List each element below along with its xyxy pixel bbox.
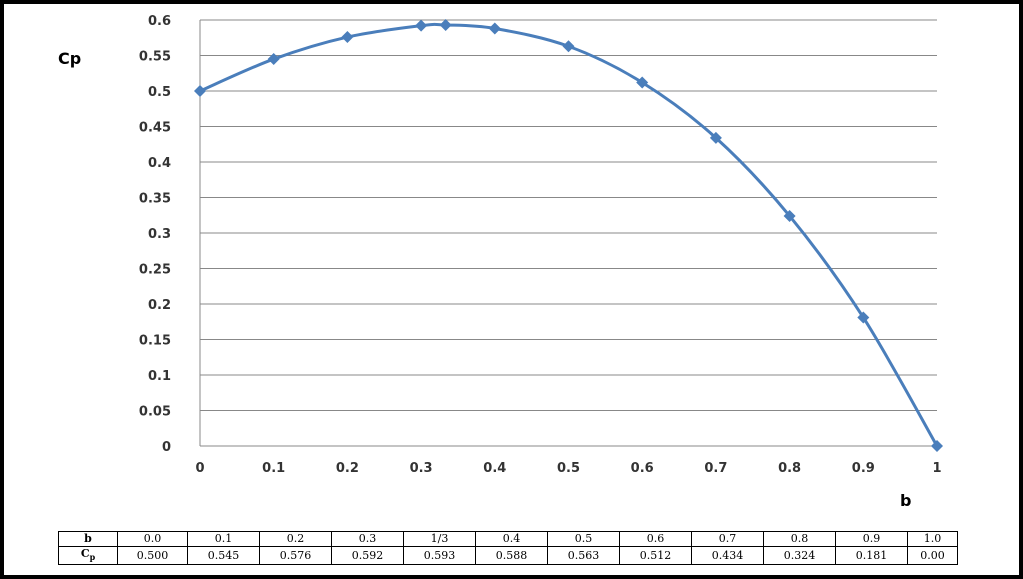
y-tick-label: 0.6 [148,14,171,29]
y-tick-label: 0.5 [148,85,171,100]
table-cell-b: 0.3 [331,531,404,547]
x-tick-label: 0.8 [778,461,801,476]
table-cell-cp: 0.588 [475,545,548,566]
table-cell-b: 1/3 [403,531,476,547]
table-cell-b: 0.5 [547,531,620,547]
table-cell-cp: 0.593 [403,545,476,566]
y-tick-label: 0.4 [148,156,171,171]
table-cell-cp: 0.434 [691,545,764,566]
table-cell-cp: 0.512 [619,545,692,566]
values-table: b 0.0 0.1 0.2 0.3 1/3 0.4 0.5 0.6 0.7 0.8 0.9 1.0 C… [58,531,958,566]
series-line [199,22,939,447]
y-tick-label: 0.2 [148,298,171,313]
x-tick-label: 0 [195,461,204,476]
table-cell-b: 0.6 [619,531,692,547]
y-tick-label: 0.1 [148,369,171,384]
table-cell-cp: 0.592 [331,545,404,566]
data-point-marker [341,31,354,44]
table-cell-b: 0.0 [117,531,188,547]
table-cell-cp: 0.500 [117,545,188,566]
y-axis-title: Cp [58,49,81,68]
table-cell-cp: 0.563 [547,545,620,566]
x-tick-label: 0.5 [557,461,580,476]
x-tick-label: 0.9 [852,461,875,476]
data-point-marker [488,22,501,35]
y-tick-label: 0 [162,440,171,455]
x-tick-label: 0.2 [336,461,359,476]
y-tick-label: 0.15 [139,334,171,349]
row-header-b: b [58,531,118,547]
table-cell-cp: 0.324 [763,545,836,566]
data-point-marker [562,40,575,53]
y-tick-label: 0.55 [139,50,171,65]
x-tick-label: 1 [932,461,941,476]
data-point-marker [709,131,722,144]
data-point-marker [636,76,649,89]
data-point-marker [783,209,796,222]
table-cell-b: 0.8 [763,531,836,547]
table-cell-cp: 0.545 [187,545,260,566]
x-tick-label: 0.1 [262,461,285,476]
x-tick-label: 0.3 [410,461,433,476]
data-markers [194,18,943,452]
gridlines [199,19,937,447]
x-tick-label: 0.6 [631,461,654,476]
y-tick-label: 0.25 [139,263,171,278]
table-cell-b: 1.0 [907,531,958,547]
y-tick-label: 0.45 [139,121,171,136]
data-point-marker [439,18,452,31]
table-cell-cp: 0.181 [835,545,908,566]
row-header-cp-sub: p [89,552,96,563]
table-cell-b: 0.2 [259,531,332,547]
x-tick-label: 0.4 [483,461,506,476]
y-tick-labels: 0 0.05 0.1 0.15 0.2 0.25 0.3 0.35 0.4 0.45 0.5 0.55… [139,14,171,455]
table-cell-b: 0.1 [187,531,260,547]
data-point-marker [415,19,428,32]
data-point-marker [267,53,280,66]
y-tick-label: 0.3 [148,227,171,242]
table-cell-b: 0.7 [691,531,764,547]
table-cell-cp: 0.576 [259,545,332,566]
data-point-marker [857,311,870,324]
y-tick-label: 0.05 [139,405,171,420]
table-row-cp: Cp 0.500 0.545 0.576 0.592 0.593 0.588 0.563 0.… [58,545,958,566]
y-tick-label: 0.35 [139,192,171,207]
line-chart: 0 0.05 0.1 0.15 0.2 0.25 0.3 0.35 0.4 0.45 0.5 0.55… [58,14,943,510]
table-cell-cp: 0.00 [907,545,958,566]
data-point-marker [194,85,206,97]
table-cell-b: 0.4 [475,531,548,547]
data-point-marker [931,440,943,452]
row-header-cp: Cp [58,545,118,566]
row-header-cp-main: C [80,547,90,560]
table-cell-b: 0.9 [835,531,908,547]
x-axis-title: b [900,491,911,510]
table-row-b: b 0.0 0.1 0.2 0.3 1/3 0.4 0.5 0.6 0.7 0.8 0.9 1.0 [58,531,958,547]
x-tick-label: 0.7 [704,461,727,476]
x-tick-labels: 0 0.1 0.2 0.3 0.4 0.5 0.6 0.7 0.8 0.9 1 [195,461,941,476]
